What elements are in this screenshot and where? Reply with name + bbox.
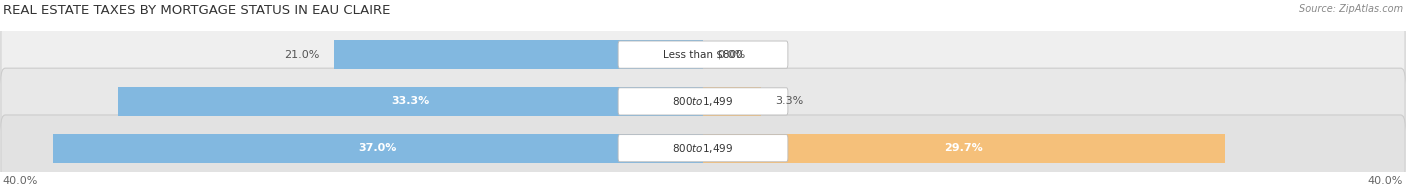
Bar [118,87,703,116]
Text: 40.0%: 40.0% [1368,176,1403,185]
Bar [703,134,1225,163]
FancyBboxPatch shape [1,68,1405,135]
Text: 40.0%: 40.0% [3,176,38,185]
Text: 33.3%: 33.3% [391,96,429,106]
Bar [335,40,703,69]
Text: $800 to $1,499: $800 to $1,499 [672,95,734,108]
Text: Less than $800: Less than $800 [664,50,742,60]
Text: 21.0%: 21.0% [284,50,321,60]
Text: 3.3%: 3.3% [775,96,803,106]
FancyBboxPatch shape [1,21,1405,88]
Bar [703,87,761,116]
Text: 29.7%: 29.7% [945,143,983,153]
Text: Source: ZipAtlas.com: Source: ZipAtlas.com [1299,4,1403,14]
Text: $800 to $1,499: $800 to $1,499 [672,142,734,155]
FancyBboxPatch shape [1,115,1405,181]
FancyBboxPatch shape [619,135,787,162]
Text: 0.0%: 0.0% [717,50,745,60]
Bar [53,134,703,163]
FancyBboxPatch shape [619,88,787,115]
Text: 37.0%: 37.0% [359,143,396,153]
FancyBboxPatch shape [619,41,787,68]
Text: REAL ESTATE TAXES BY MORTGAGE STATUS IN EAU CLAIRE: REAL ESTATE TAXES BY MORTGAGE STATUS IN … [3,4,391,17]
